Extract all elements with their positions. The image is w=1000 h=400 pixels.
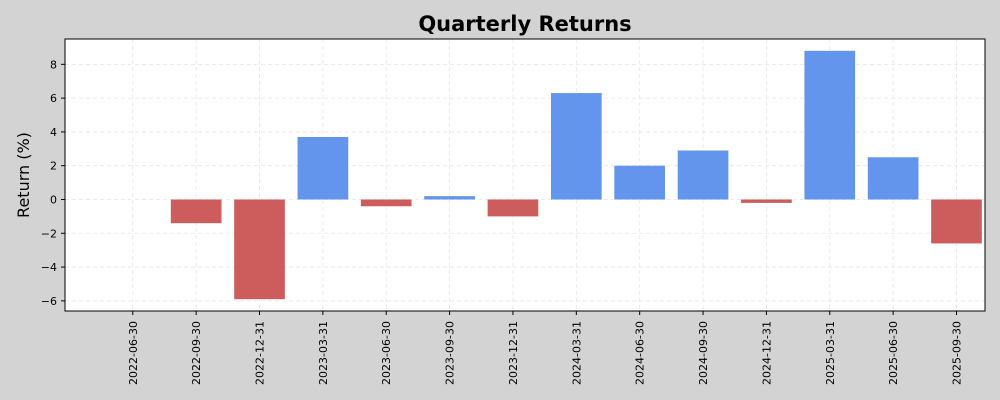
x-tick-label: 2024-12-31	[760, 321, 773, 385]
y-tick-label: −4	[41, 261, 57, 274]
bar-2024-09-30	[677, 150, 729, 200]
bar-2024-03-31	[550, 93, 602, 200]
bar-2023-03-31	[297, 136, 349, 200]
x-tick-label: 2024-06-30	[634, 321, 647, 385]
y-tick-label: 6	[50, 92, 57, 105]
y-tick-label: 8	[50, 58, 57, 71]
bar-2023-12-31	[487, 199, 539, 217]
chart-title: Quarterly Returns	[418, 12, 631, 36]
x-tick-label: 2022-09-30	[190, 321, 203, 385]
bar-2025-06-30	[867, 157, 919, 200]
x-tick-label: 2025-06-30	[887, 321, 900, 385]
x-tick-label: 2025-09-30	[950, 321, 963, 385]
x-tick-label: 2022-12-31	[254, 321, 267, 385]
bar-2023-06-30	[360, 199, 412, 207]
x-tick-label: 2025-03-31	[824, 321, 837, 385]
y-axis-label: Return (%)	[14, 132, 33, 218]
x-tick-label: 2024-03-31	[570, 321, 583, 385]
y-tick-label: 2	[50, 160, 57, 173]
bar-2024-12-31	[741, 199, 792, 203]
x-tick-label: 2023-06-30	[380, 321, 393, 385]
x-tick-label: 2022-06-30	[127, 321, 140, 385]
bar-2024-06-30	[614, 165, 666, 200]
x-tick-label: 2023-09-30	[444, 321, 457, 385]
y-tick-label: −2	[41, 227, 57, 240]
x-tick-label: 2023-12-31	[507, 321, 520, 385]
y-tick-label: 4	[50, 126, 57, 139]
bar-2022-09-30	[170, 199, 222, 224]
bar-2025-03-31	[804, 50, 856, 200]
plot-area: −6 −4 −2 0 2 4 6 8 2022-06-30 2022-09-30 2022-12-3…	[41, 38, 986, 385]
y-tick-label: 0	[50, 193, 57, 206]
y-tick-label: −6	[41, 295, 57, 308]
x-tick-label: 2023-03-31	[317, 321, 330, 385]
plot-frame	[64, 38, 986, 312]
bar-2023-09-30	[424, 196, 475, 200]
x-tick-label: 2024-09-30	[697, 321, 710, 385]
bar-2025-09-30	[931, 199, 982, 244]
bar-2022-12-31	[234, 199, 285, 300]
